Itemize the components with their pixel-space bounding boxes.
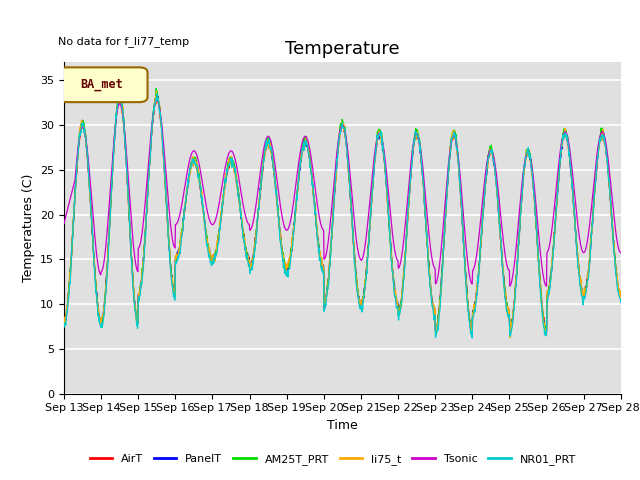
- X-axis label: Time: Time: [327, 419, 358, 432]
- Text: No data for f_li77_temp: No data for f_li77_temp: [58, 36, 189, 47]
- FancyBboxPatch shape: [58, 67, 147, 102]
- Legend: AirT, PanelT, AM25T_PRT, li75_t, Tsonic, NR01_PRT: AirT, PanelT, AM25T_PRT, li75_t, Tsonic,…: [85, 450, 580, 469]
- Y-axis label: Temperatures (C): Temperatures (C): [22, 174, 35, 282]
- Text: BA_met: BA_met: [81, 78, 124, 91]
- Title: Temperature: Temperature: [285, 40, 400, 58]
